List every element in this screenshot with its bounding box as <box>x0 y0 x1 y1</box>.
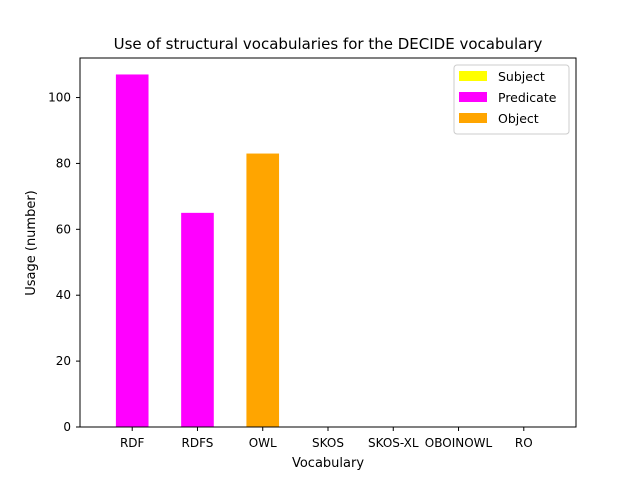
x-tick-label: OWL <box>249 436 277 450</box>
legend-swatch-object <box>459 113 487 123</box>
y-tick-label: 80 <box>56 156 71 170</box>
x-tick-label: SKOS-XL <box>368 436 419 450</box>
y-axis-label: Usage (number) <box>24 190 39 296</box>
x-tick-label: RO <box>515 436 533 450</box>
x-tick-label: RDFS <box>182 436 214 450</box>
legend: Subject Predicate Object <box>453 64 570 135</box>
bars-group <box>115 74 280 428</box>
legend-label-predicate: Predicate <box>498 90 557 105</box>
y-tick-label: 0 <box>63 420 71 434</box>
y-tick-label: 100 <box>48 91 71 105</box>
legend-label-object: Object <box>498 111 539 126</box>
x-tick-label: OBOINOWL <box>425 436 493 450</box>
y-tick-label: 60 <box>56 222 71 236</box>
legend-label-subject: Subject <box>498 69 545 84</box>
legend-swatch-subject <box>459 71 487 81</box>
x-tick-label: SKOS <box>312 436 344 450</box>
bar-predicate-rdf <box>115 74 149 428</box>
bar-object-owl <box>246 153 280 427</box>
legend-swatch-predicate <box>459 92 487 102</box>
x-axis-label: Vocabulary <box>292 456 364 471</box>
y-axis-ticks: 0 20 40 60 80 100 <box>48 91 80 434</box>
y-tick-label: 40 <box>56 288 71 302</box>
y-tick-label: 20 <box>56 354 71 368</box>
x-tick-label: RDF <box>120 436 145 450</box>
bar-predicate-rdfs <box>181 212 214 427</box>
chart-title: Use of structural vocabularies for the D… <box>114 35 543 53</box>
x-axis-ticks: RDF RDFS OWL SKOS SKOS-XL OBOINOWL RO <box>120 427 533 450</box>
